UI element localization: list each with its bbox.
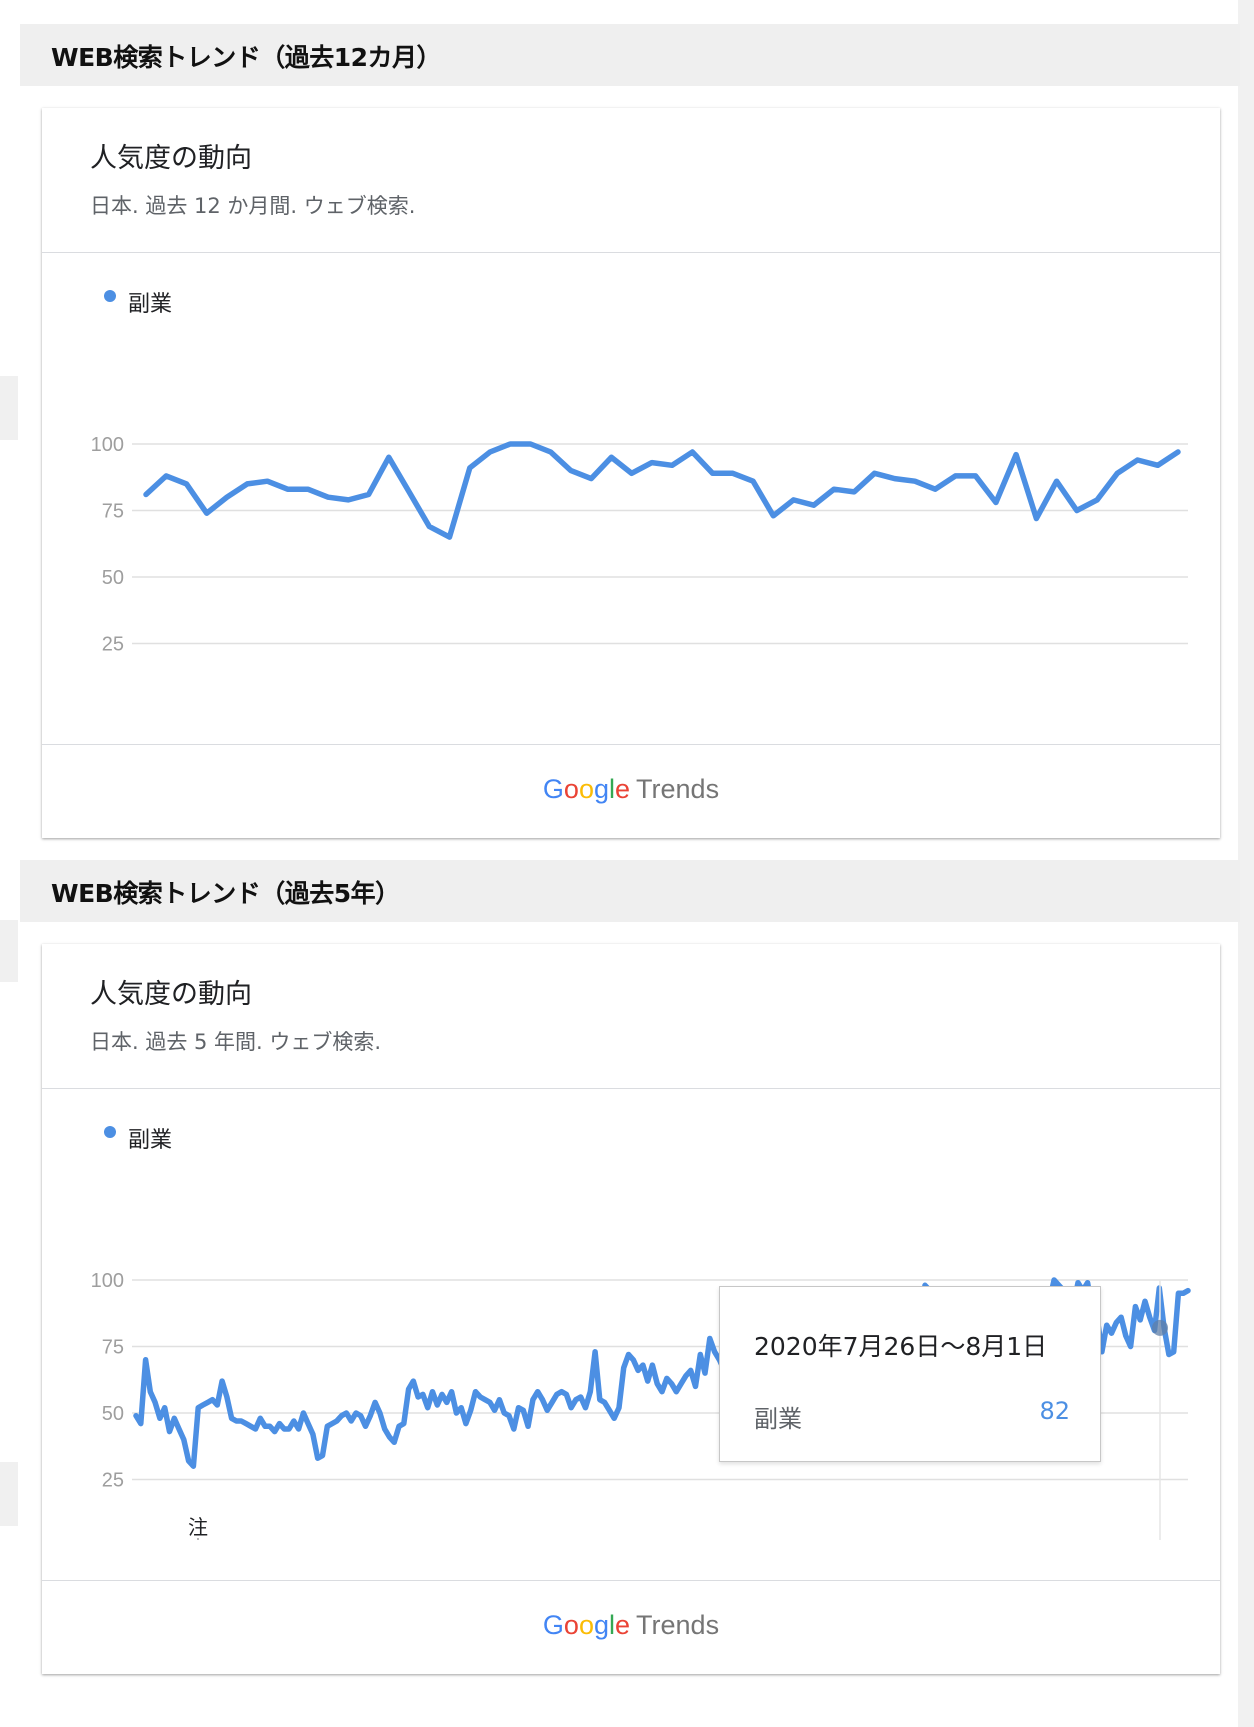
trend-chart-12months[interactable]: 2550751002019/09/152019/12/082020/03/012…: [42, 334, 1220, 704]
section-title: WEB検索トレンド（過去5年）: [51, 879, 400, 908]
trends-wordmark: Trends: [636, 774, 720, 804]
google-wordmark: Google: [542, 1610, 631, 1640]
google-trends-logo[interactable]: Google Trends: [42, 774, 1220, 805]
google-trends-logo[interactable]: Google Trends: [42, 1610, 1220, 1641]
tooltip-series-label: 副業: [754, 1405, 802, 1433]
series-line: [143, 441, 1181, 540]
legend-label: 副業: [128, 292, 173, 317]
card-subtitle: 日本. 過去 12 か月間. ウェブ検索.: [90, 194, 416, 218]
y-tick-label: 75: [102, 1337, 124, 1359]
y-tick-label: 50: [102, 1403, 124, 1425]
card-title: 人気度の動向: [90, 979, 252, 1010]
y-tick-label: 100: [91, 1270, 124, 1292]
left-edge-shade-1: [0, 376, 18, 440]
card-title: 人気度の動向: [90, 143, 252, 174]
card-divider: [42, 252, 1220, 253]
hover-point: [1152, 1319, 1168, 1336]
legend-dot: [104, 290, 116, 302]
tooltip-value: 82: [1039, 1397, 1070, 1425]
annotation-label: 注: [188, 1515, 208, 1539]
legend-dot: [104, 1126, 116, 1138]
card-divider: [42, 744, 1220, 745]
y-tick-label: 100: [91, 434, 124, 456]
tooltip-date: 2020年7月26日～8月1日: [754, 1332, 1048, 1361]
left-edge-shade-2: [0, 920, 18, 982]
right-edge-scrollbar[interactable]: [1238, 0, 1254, 1727]
left-edge-shade-3: [0, 1462, 18, 1526]
card-divider: [42, 1088, 1220, 1089]
y-tick-label: 75: [102, 501, 124, 523]
trend-card-12months: 人気度の動向 日本. 過去 12 か月間. ウェブ検索. 副業 25 50 75 10…: [42, 108, 1220, 838]
chart-tooltip: 2020年7月26日～8月1日 副業 82: [719, 1286, 1101, 1462]
y-tick-label: 25: [102, 634, 124, 656]
legend-label: 副業: [128, 1128, 173, 1153]
section-title: WEB検索トレンド（過去12カ月）: [51, 43, 442, 72]
section-header-12months: WEB検索トレンド（過去12カ月）: [20, 24, 1240, 86]
trends-wordmark: Trends: [636, 1610, 720, 1640]
card-subtitle: 日本. 過去 5 年間. ウェブ検索.: [90, 1030, 382, 1054]
y-tick-label: 25: [102, 1470, 124, 1492]
google-wordmark: Google: [542, 774, 631, 804]
section-header-5years: WEB検索トレンド（過去5年）: [20, 860, 1240, 922]
y-tick-label: 50: [102, 567, 124, 589]
card-divider: [42, 1580, 1220, 1581]
